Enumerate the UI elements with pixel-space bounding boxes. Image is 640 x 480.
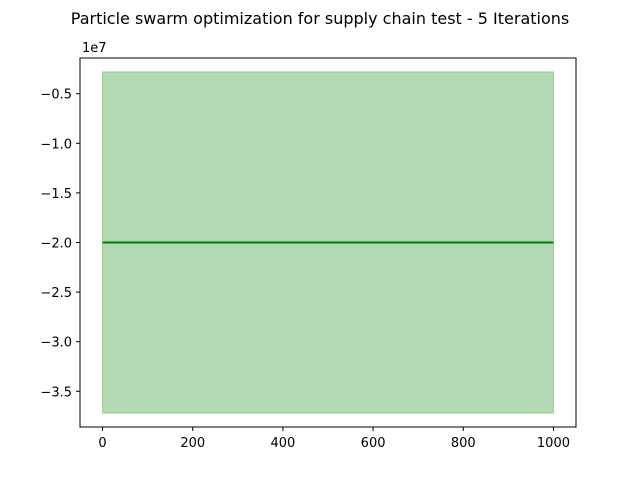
y-offset-label: 1e7 <box>82 41 107 56</box>
y-tick-label: −1.0 <box>40 137 72 152</box>
y-tick-label: −2.5 <box>40 286 72 301</box>
x-tick-label: 400 <box>270 436 295 451</box>
chart-title: Particle swarm optimization for supply c… <box>71 9 569 28</box>
y-tick-label: −1.5 <box>40 187 72 202</box>
y-tick-label: −3.0 <box>40 336 72 351</box>
x-axis: 0 200 400 600 800 1000 <box>98 427 570 451</box>
y-axis: −0.5 −1.0 −1.5 −2.0 −2.5 −3.0 −3.5 <box>40 88 80 400</box>
y-tick-label: −0.5 <box>40 88 72 103</box>
y-tick-label: −2.0 <box>40 237 72 252</box>
x-tick-label: 200 <box>180 436 205 451</box>
x-tick-label: 600 <box>361 436 386 451</box>
y-tick-label: −3.5 <box>40 385 72 400</box>
plot-area <box>102 71 554 414</box>
x-tick-label: 800 <box>451 436 476 451</box>
x-tick-label: 0 <box>98 436 106 451</box>
x-tick-label: 1000 <box>537 436 570 451</box>
